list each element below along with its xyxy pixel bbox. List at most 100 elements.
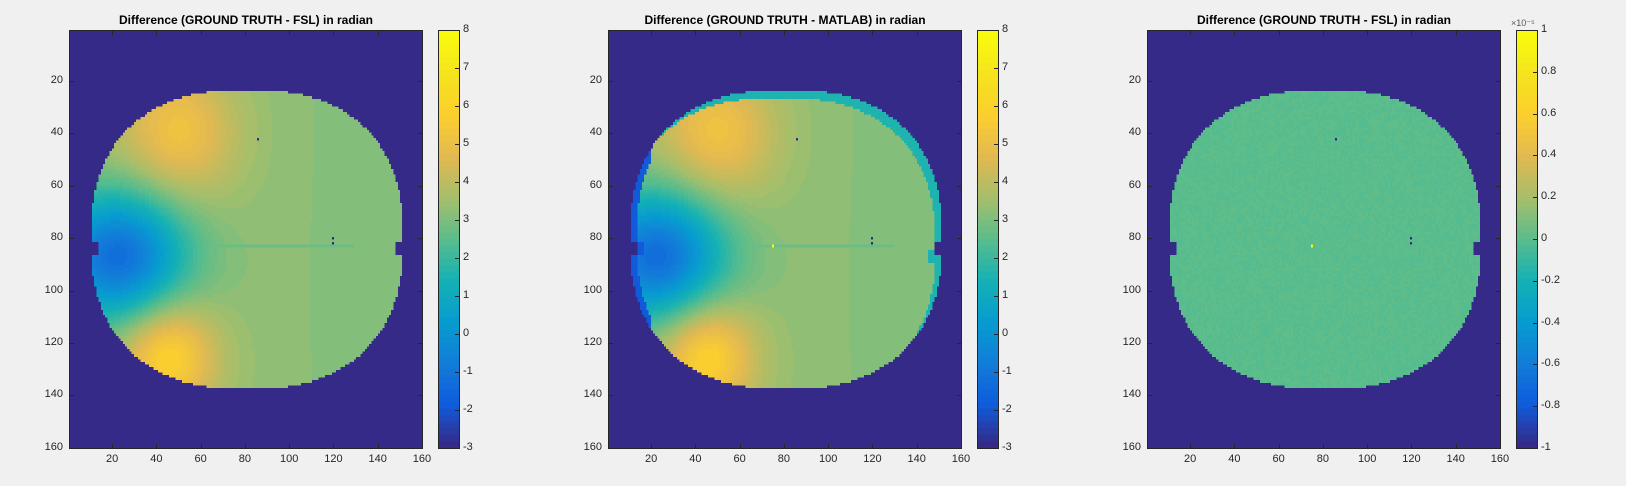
x-tick-mark: [333, 31, 335, 35]
y-tick-label: 100: [1122, 283, 1141, 296]
colorbar-tick-label: -2: [1002, 403, 1012, 415]
x-tick-mark: [1278, 444, 1280, 448]
x-tick-label: 80: [777, 453, 791, 465]
colorbar-tick-label: 0: [1541, 232, 1548, 244]
y-tick-mark: [1496, 447, 1500, 449]
y-tick-mark: [1496, 133, 1500, 135]
colorbar-tick-mark: [994, 448, 998, 449]
x-tick-mark: [1367, 31, 1369, 35]
colorbar-tick-mark: [994, 258, 998, 259]
x-tick-label: 60: [194, 453, 207, 465]
y-tick-mark: [1148, 290, 1152, 292]
colorbar-tick-mark: [455, 144, 459, 145]
colorbar-tick-label: 8: [1002, 23, 1009, 35]
y-tick-mark: [418, 185, 422, 187]
y-tick-label: 120: [1122, 335, 1141, 348]
colorbar-tick-mark: [455, 258, 459, 259]
y-tick-label: 160: [583, 440, 602, 453]
y-tick-label: 100: [583, 283, 602, 296]
x-tick-mark: [156, 31, 158, 35]
x-tick-mark: [377, 444, 379, 448]
x-tick-mark: [200, 31, 202, 35]
colorbar-tick-label: -1: [1541, 441, 1551, 453]
x-tick-mark: [1278, 31, 1280, 35]
colorbar-tick-label: 5: [1002, 137, 1009, 149]
colorbar-tick-label: 1: [1541, 23, 1548, 35]
colorbar-tick-mark: [994, 182, 998, 183]
x-tick-mark: [783, 31, 785, 35]
x-tick-mark: [695, 31, 697, 35]
x-tick-mark: [651, 31, 653, 35]
colorbar-tick-label: 0.2: [1541, 190, 1557, 203]
colorbar-tick-label: -3: [1002, 441, 1012, 453]
heatmap-axes[interactable]: [69, 30, 423, 449]
y-tick-mark: [957, 395, 961, 397]
x-tick-mark: [1455, 444, 1457, 448]
x-tick-label: 60: [733, 453, 746, 465]
y-tick-mark: [1496, 81, 1500, 83]
y-tick-mark: [1148, 185, 1152, 187]
y-tick-label: 20: [589, 74, 602, 87]
colorbar-tick-mark: [994, 106, 998, 107]
x-tick-mark: [739, 444, 741, 448]
colorbar-tick-mark: [1533, 197, 1537, 199]
y-tick-mark: [418, 81, 422, 83]
x-tick-label: 40: [689, 453, 702, 465]
x-tick-mark: [872, 444, 874, 448]
x-tick-label: 160: [1490, 453, 1510, 465]
x-tick-mark: [112, 31, 114, 35]
y-tick-mark: [70, 133, 74, 135]
x-tick-mark: [695, 444, 697, 448]
x-tick-mark: [1322, 31, 1324, 35]
heatmap-axes[interactable]: [1147, 30, 1501, 449]
y-tick-mark: [609, 395, 613, 397]
colorbar-tick-label: 8: [463, 23, 470, 35]
x-tick-mark: [333, 444, 335, 448]
colorbar-tick-mark: [455, 448, 459, 449]
x-tick-label: 120: [863, 453, 882, 465]
x-tick-label: 40: [1228, 453, 1241, 465]
colorbar-tick-mark: [1533, 71, 1537, 73]
x-tick-mark: [1234, 31, 1236, 35]
x-tick-mark: [421, 444, 423, 448]
colorbar: [438, 30, 460, 449]
plot-title: Difference (GROUND TRUTH - MATLAB) in ra…: [644, 13, 926, 27]
colorbar-tick-mark: [1533, 406, 1537, 408]
y-tick-mark: [1496, 238, 1500, 240]
x-tick-label: 160: [951, 453, 971, 465]
colorbar-tick-label: 7: [463, 61, 470, 73]
y-tick-mark: [418, 238, 422, 240]
y-tick-mark: [70, 238, 74, 240]
colorbar-tick-mark: [994, 296, 998, 297]
colorbar-tick-mark: [455, 334, 459, 335]
y-tick-mark: [609, 342, 613, 344]
y-tick-mark: [1496, 395, 1500, 397]
colorbar-tick-label: 3: [1002, 213, 1009, 225]
y-tick-mark: [418, 395, 422, 397]
colorbar-tick-label: -0.2: [1541, 273, 1560, 286]
x-tick-label: 100: [1357, 453, 1377, 465]
y-tick-mark: [1148, 447, 1152, 449]
x-tick-mark: [244, 31, 246, 35]
colorbar-tick-label: 4: [1002, 175, 1009, 187]
colorbar-gradient: [1517, 31, 1537, 448]
colorbar-tick-label: 1: [1002, 289, 1009, 301]
colorbar-tick-label: 6: [1002, 99, 1009, 111]
colorbar-tick-label: 0: [1002, 327, 1009, 339]
y-tick-mark: [70, 185, 74, 187]
colorbar-tick-mark: [455, 106, 459, 107]
colorbar-tick-mark: [994, 410, 998, 411]
y-tick-mark: [418, 447, 422, 449]
colorbar-tick-mark: [455, 372, 459, 373]
colorbar-tick-mark: [1533, 322, 1537, 324]
colorbar-tick-label: 0.4: [1541, 148, 1557, 161]
x-tick-mark: [916, 444, 918, 448]
colorbar-tick-mark: [1533, 155, 1537, 157]
y-tick-mark: [609, 238, 613, 240]
colorbar-tick-mark: [994, 334, 998, 335]
heatmap-axes[interactable]: [608, 30, 962, 449]
x-tick-mark: [1190, 31, 1192, 35]
y-tick-label: 20: [1128, 74, 1141, 87]
subplot-3: Difference (GROUND TRUTH - FSL) in radia…: [1123, 0, 1626, 486]
y-tick-mark: [70, 81, 74, 83]
